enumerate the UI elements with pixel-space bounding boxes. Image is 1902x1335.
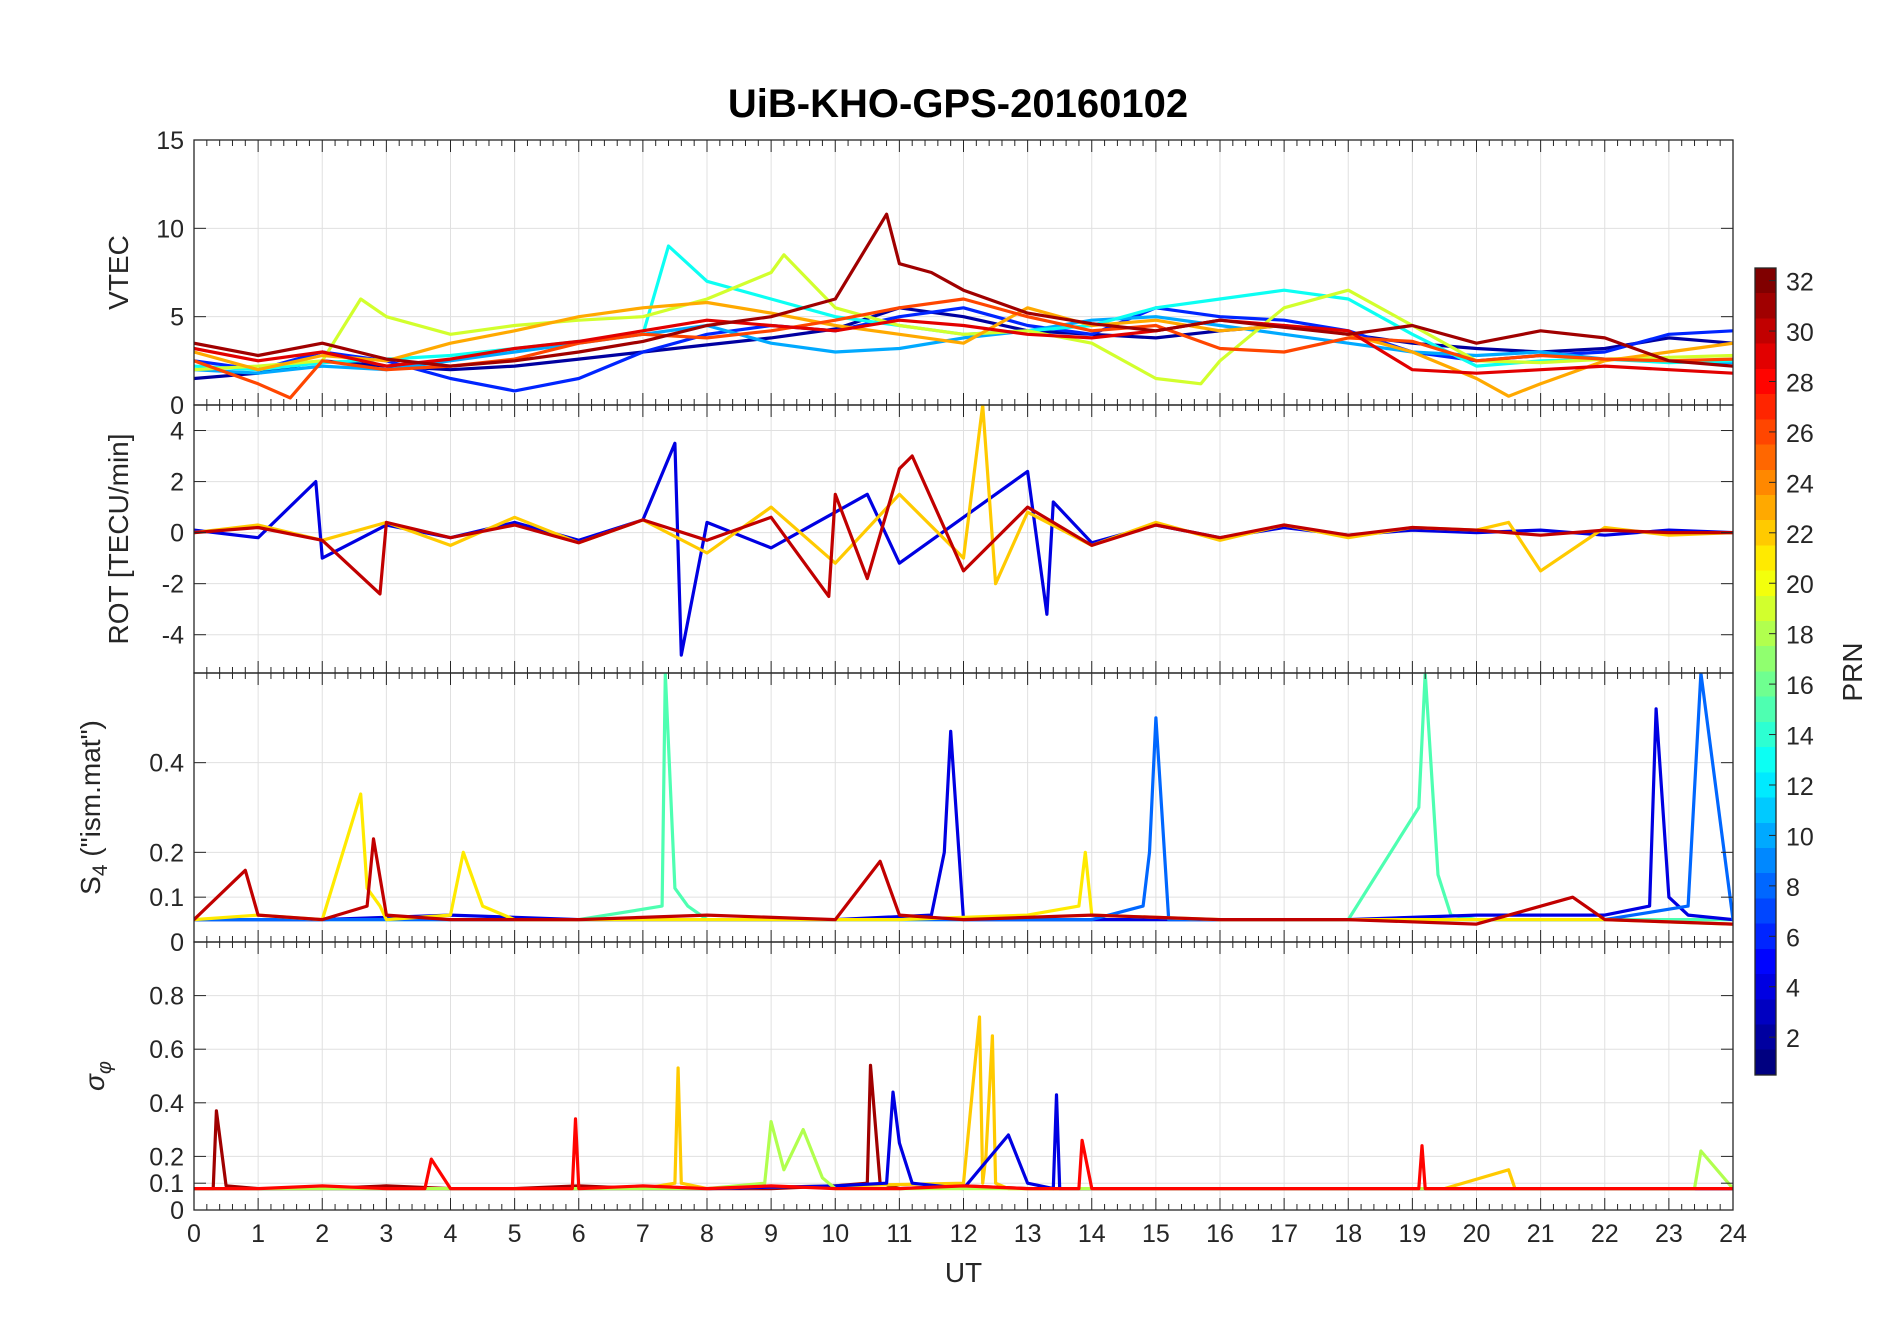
x-tick-label: 14	[1078, 1220, 1106, 1248]
y-axis-label: σφ	[79, 1061, 116, 1091]
y-tick-label: 10	[156, 215, 184, 243]
series-line-prn-31	[194, 212, 1733, 368]
chart-title: UiB-KHO-GPS-20160102	[728, 82, 1188, 126]
x-tick-label: 15	[1142, 1220, 1170, 1248]
y-axis-label: ROT [TECU/min]	[103, 433, 134, 644]
tick-marks	[193, 139, 1734, 406]
x-tick-label: 4	[444, 1220, 458, 1248]
x-tick-label: 19	[1398, 1220, 1426, 1248]
tick-marks	[193, 942, 1734, 1211]
grid	[193, 942, 1734, 1211]
y-tick-label: 0.2	[149, 1143, 184, 1171]
colorbar-scale	[1754, 267, 1777, 1076]
y-tick-label: 0	[170, 1197, 184, 1225]
colorbar-tick-label: 8	[1786, 874, 1800, 902]
x-tick-label: 12	[950, 1220, 978, 1248]
y-tick-label: 0	[170, 392, 184, 420]
colorbar-tick-label: 22	[1786, 521, 1814, 549]
x-tick-label: 7	[636, 1220, 650, 1248]
y-tick-label: 0	[170, 929, 184, 957]
x-tick-label: 1	[251, 1220, 265, 1248]
x-tick-label: 17	[1270, 1220, 1298, 1248]
x-tick-label: 20	[1463, 1220, 1491, 1248]
x-tick-label: 16	[1206, 1220, 1234, 1248]
colorbar-tick-label: 14	[1786, 723, 1814, 751]
colorbar-tick-label: 26	[1786, 420, 1814, 448]
x-tick-label: 21	[1527, 1220, 1555, 1248]
y-tick-label: 0	[170, 520, 184, 548]
series-group	[194, 673, 1733, 926]
series-line-prn-29	[194, 318, 1733, 375]
y-tick-label: 0.1	[149, 884, 184, 912]
colorbar-tick-label: 32	[1786, 269, 1814, 297]
x-tick-label: 5	[508, 1220, 522, 1248]
x-tick-label: 8	[700, 1220, 714, 1248]
x-axis-label: UT	[945, 1257, 982, 1288]
series-line-prn-28	[194, 1117, 1733, 1191]
series-line-prn-2	[194, 306, 1733, 381]
x-tick-label: 24	[1719, 1220, 1747, 1248]
colorbar-tick-label: 2	[1786, 1025, 1800, 1053]
x-tick-label: 0	[187, 1220, 201, 1248]
series-group	[194, 212, 1733, 400]
series-line-prn-23	[194, 300, 1733, 398]
colorbar-tick-label: 18	[1786, 622, 1814, 650]
colorbar-label: PRN	[1837, 642, 1868, 701]
x-tick-label: 23	[1655, 1220, 1683, 1248]
y-tick-label: 0.2	[149, 839, 184, 867]
colorbar-tick-label: 24	[1786, 470, 1814, 498]
colorbar-tick-label: 28	[1786, 369, 1814, 397]
colorbar-tick-label: 12	[1786, 773, 1814, 801]
tick-marks	[193, 673, 1734, 943]
x-tick-label: 11	[886, 1220, 912, 1248]
y-tick-label: -4	[162, 622, 184, 650]
y-tick-label: 15	[156, 127, 184, 155]
colorbar-tick-label: 4	[1786, 975, 1800, 1003]
series-group	[194, 405, 1733, 657]
y-tick-label: 5	[170, 304, 184, 332]
x-tick-label: 2	[315, 1220, 329, 1248]
y-tick-label: 2	[170, 469, 184, 497]
series-line-prn-30	[194, 837, 1733, 926]
x-tick-label: 10	[821, 1220, 849, 1248]
x-tick-label: 13	[1014, 1220, 1042, 1248]
panel-s4: 0 0.1 0.2 0.4 S4 ("ism.mat")	[75, 672, 1734, 957]
x-tick-label: 9	[764, 1220, 778, 1248]
panel-vtec: 0 5 10 15 VTEC	[103, 127, 1734, 420]
tick-marks	[193, 405, 1734, 673]
y-axis-label: S4 ("ism.mat")	[75, 720, 112, 895]
series-line-prn-19	[194, 253, 1733, 386]
y-tick-label: 0.4	[149, 750, 184, 778]
x-tick-label: 22	[1591, 1220, 1619, 1248]
series-line-prn-10	[194, 315, 1733, 375]
x-tick-label: 18	[1334, 1220, 1362, 1248]
x-tick-label: 3	[379, 1220, 393, 1248]
y-tick-label: 0.8	[149, 983, 184, 1011]
y-axis-label: VTEC	[103, 235, 134, 310]
y-tick-label: 0.6	[149, 1036, 184, 1064]
colorbar-tick-label: 20	[1786, 571, 1814, 599]
y-tick-label: -2	[162, 571, 184, 599]
colorbar-tick-label: 10	[1786, 823, 1814, 851]
y-tick-label: 4	[170, 418, 184, 446]
y-tick-label: 0.4	[149, 1090, 184, 1118]
x-tick-label: 6	[572, 1220, 586, 1248]
y-tick-label: 0.1	[149, 1170, 184, 1198]
colorbar-tick-label: 30	[1786, 319, 1814, 347]
series-line-prn-30	[194, 454, 1733, 599]
series-group	[194, 1015, 1733, 1191]
series-line-prn-26	[194, 297, 1733, 400]
colorbar-tick-label: 16	[1786, 672, 1814, 700]
panel-rot: -4 -2 0 2 4 ROT [TECU/min]	[103, 404, 1734, 674]
colorbar-tick-label: 6	[1786, 924, 1800, 952]
